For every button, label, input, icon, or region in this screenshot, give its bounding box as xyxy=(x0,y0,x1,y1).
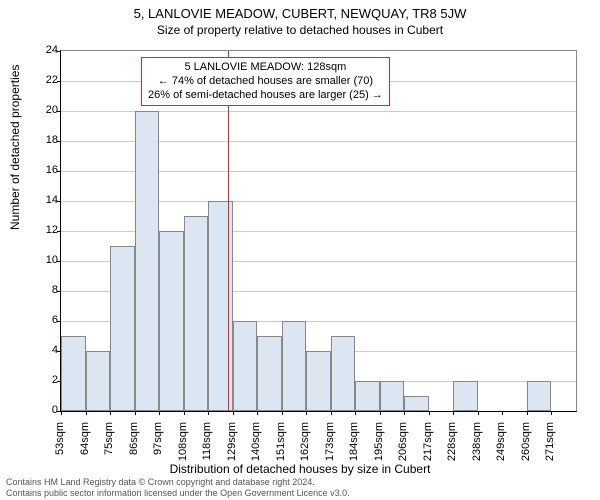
footer-line-1: Contains HM Land Registry data © Crown c… xyxy=(6,477,350,487)
histogram-bar xyxy=(453,381,478,411)
xtick-label: 238sqm xyxy=(471,422,483,472)
chart-container: 5, LANLOVIE MEADOW, CUBERT, NEWQUAY, TR8… xyxy=(0,0,600,500)
xtick-mark xyxy=(282,411,283,415)
xtick-mark xyxy=(502,411,503,415)
xtick-label: 86sqm xyxy=(128,422,140,472)
ytick-label: 18 xyxy=(28,134,58,146)
xtick-mark xyxy=(355,411,356,415)
xtick-mark xyxy=(404,411,405,415)
xtick-mark xyxy=(257,411,258,415)
xtick-label: 249sqm xyxy=(495,422,507,472)
histogram-bar xyxy=(110,246,135,411)
xtick-label: 108sqm xyxy=(177,422,189,472)
histogram-bar xyxy=(184,216,209,411)
xtick-mark xyxy=(527,411,528,415)
histogram-bar xyxy=(404,396,429,411)
ytick-label: 14 xyxy=(28,194,58,206)
ytick-label: 20 xyxy=(28,104,58,116)
ytick-label: 24 xyxy=(28,44,58,56)
chart-subtitle: Size of property relative to detached ho… xyxy=(0,21,600,37)
xtick-mark xyxy=(429,411,430,415)
histogram-bar xyxy=(331,336,356,411)
footer-attribution: Contains HM Land Registry data © Crown c… xyxy=(6,477,350,498)
histogram-bar xyxy=(257,336,282,411)
ytick-label: 2 xyxy=(28,374,58,386)
histogram-bar xyxy=(527,381,552,411)
plot-area: 5 LANLOVIE MEADOW: 128sqm← 74% of detach… xyxy=(60,50,577,412)
annotation-line-1: 5 LANLOVIE MEADOW: 128sqm xyxy=(148,61,383,75)
xtick-label: 64sqm xyxy=(79,422,91,472)
ytick-label: 16 xyxy=(28,164,58,176)
chart-title: 5, LANLOVIE MEADOW, CUBERT, NEWQUAY, TR8… xyxy=(0,0,600,21)
xtick-label: 53sqm xyxy=(54,422,66,472)
ytick-label: 12 xyxy=(28,224,58,236)
xtick-mark xyxy=(184,411,185,415)
xtick-label: 129sqm xyxy=(226,422,238,472)
xtick-label: 140sqm xyxy=(250,422,262,472)
xtick-label: 75sqm xyxy=(103,422,115,472)
xtick-mark xyxy=(551,411,552,415)
xtick-label: 118sqm xyxy=(201,422,213,472)
histogram-bar xyxy=(306,351,331,411)
ytick-label: 4 xyxy=(28,344,58,356)
xtick-mark xyxy=(61,411,62,415)
xtick-label: 173sqm xyxy=(324,422,336,472)
annotation-box: 5 LANLOVIE MEADOW: 128sqm← 74% of detach… xyxy=(141,57,390,106)
histogram-bar xyxy=(86,351,111,411)
xtick-label: 217sqm xyxy=(422,422,434,472)
ytick-label: 6 xyxy=(28,314,58,326)
xtick-label: 97sqm xyxy=(152,422,164,472)
xtick-mark xyxy=(233,411,234,415)
histogram-bar xyxy=(380,381,405,411)
histogram-bar xyxy=(282,321,307,411)
xtick-mark xyxy=(453,411,454,415)
xtick-label: 184sqm xyxy=(348,422,360,472)
annotation-line-2: ← 74% of detached houses are smaller (70… xyxy=(148,75,383,89)
histogram-bar xyxy=(233,321,258,411)
ytick-label: 22 xyxy=(28,74,58,86)
xtick-mark xyxy=(135,411,136,415)
ytick-label: 0 xyxy=(28,404,58,416)
ytick-label: 8 xyxy=(28,284,58,296)
histogram-bar xyxy=(135,111,160,411)
xtick-mark xyxy=(380,411,381,415)
footer-line-2: Contains public sector information licen… xyxy=(6,488,350,498)
xtick-label: 228sqm xyxy=(446,422,458,472)
xtick-mark xyxy=(331,411,332,415)
xtick-mark xyxy=(86,411,87,415)
xtick-label: 260sqm xyxy=(520,422,532,472)
xtick-label: 271sqm xyxy=(544,422,556,472)
xtick-label: 195sqm xyxy=(373,422,385,472)
y-axis-label: Number of detached properties xyxy=(8,65,22,230)
histogram-bar xyxy=(159,231,184,411)
histogram-bar xyxy=(355,381,380,411)
xtick-mark xyxy=(110,411,111,415)
annotation-line-3: 26% of semi-detached houses are larger (… xyxy=(148,89,383,103)
xtick-label: 151sqm xyxy=(275,422,287,472)
xtick-mark xyxy=(306,411,307,415)
xtick-mark xyxy=(478,411,479,415)
xtick-label: 162sqm xyxy=(299,422,311,472)
xtick-mark xyxy=(159,411,160,415)
xtick-mark xyxy=(208,411,209,415)
ytick-label: 10 xyxy=(28,254,58,266)
histogram-bar xyxy=(61,336,86,411)
xtick-label: 206sqm xyxy=(397,422,409,472)
